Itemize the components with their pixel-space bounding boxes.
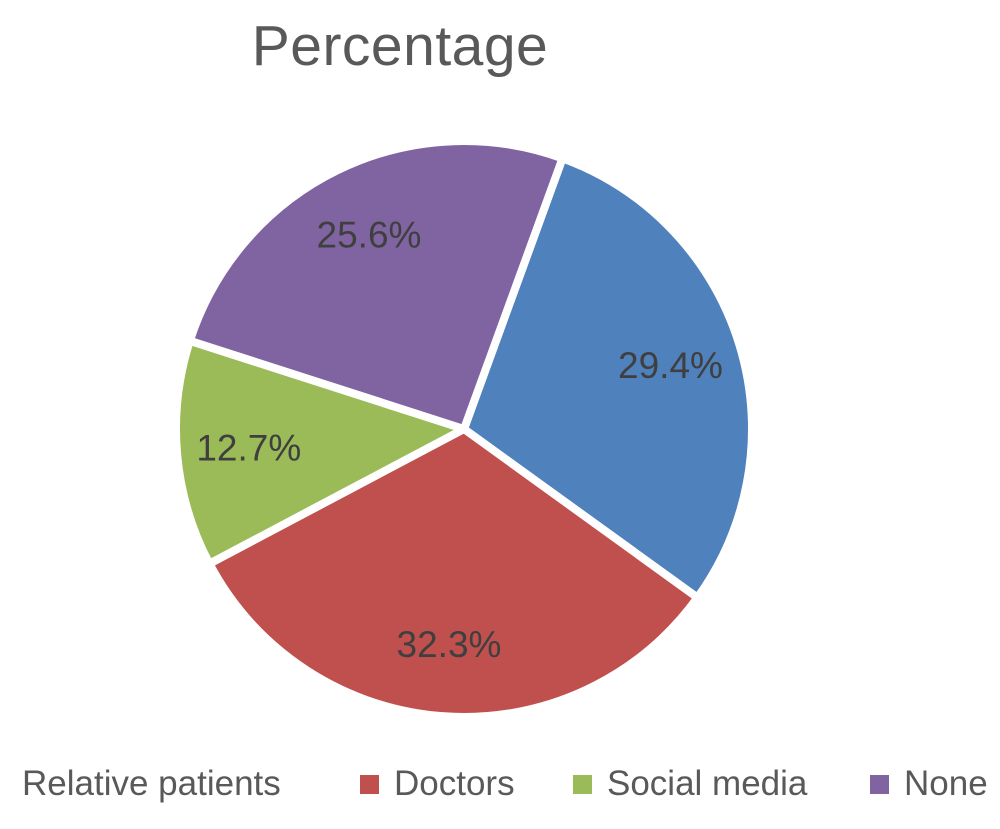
legend-marker-doctors (360, 774, 379, 794)
chart-title: Percentage (251, 14, 549, 78)
legend-marker-none (870, 774, 889, 794)
legend-item-relative-patients: Relative patients (22, 762, 281, 806)
slice-value-label-doctors: 32.3% (397, 624, 502, 665)
pie-slice-none (185, 137, 567, 433)
legend-label-relative-patients: Relative patients (22, 764, 281, 803)
legend-item-doctors: Doctors (360, 762, 515, 806)
slice-value-label-none: 25.6% (317, 215, 422, 256)
slice-value-label-relative-patients: 29.4% (618, 345, 723, 386)
pie-slice-social-media (172, 336, 468, 568)
slice-value-label-social-media: 12.7% (196, 427, 301, 468)
legend-item-social-media: Social media (573, 762, 807, 806)
legend-label-doctors: Doctors (394, 764, 515, 803)
legend-label-none: None (904, 764, 988, 803)
legend-label-social-media: Social media (607, 764, 808, 803)
pie-slice-relative-patients (460, 154, 756, 602)
legend-marker-social-media (573, 774, 592, 794)
legend-item-none: None (870, 762, 988, 806)
